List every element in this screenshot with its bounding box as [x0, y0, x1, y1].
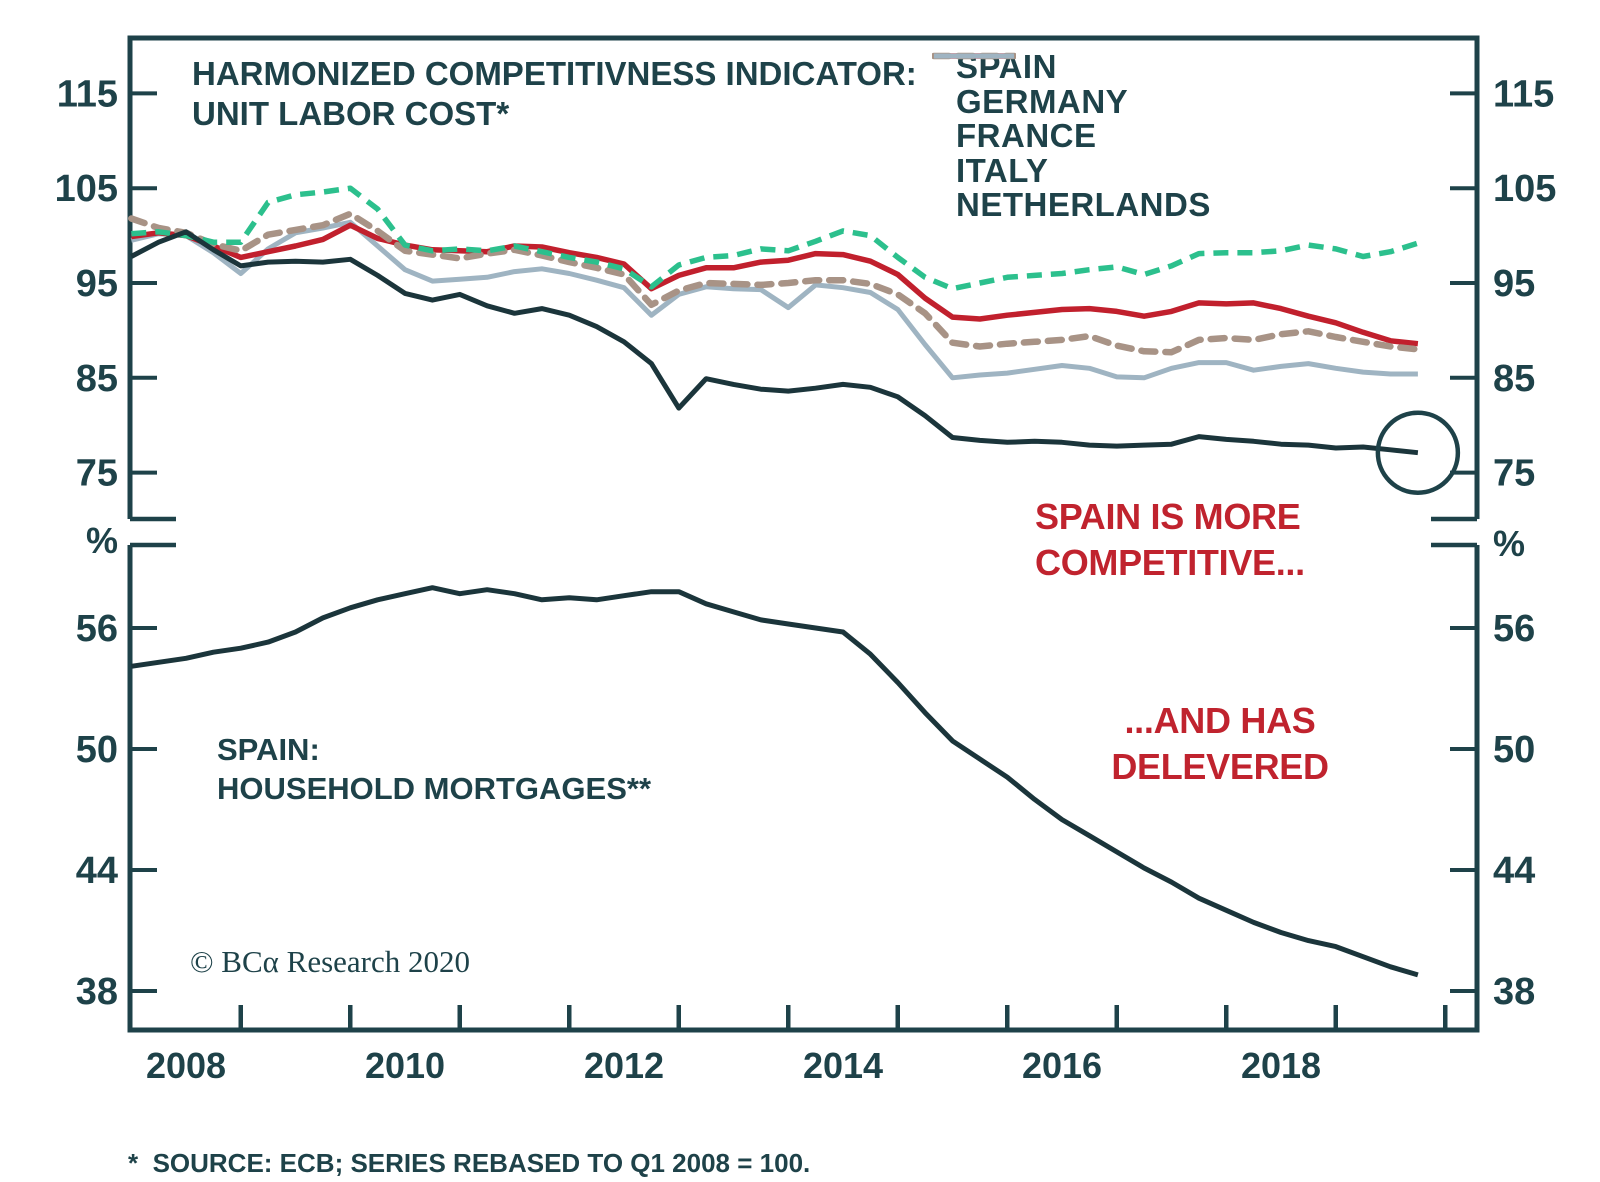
y-tick-label-left: 56: [76, 608, 118, 650]
annotation-delevered-line1: ...AND HAS: [1124, 700, 1316, 741]
x-tick-label: 2010: [365, 1045, 445, 1086]
y-tick-label-left: 44: [76, 850, 118, 892]
y-tick-label-right: 75: [1493, 453, 1535, 495]
legend-item-germany: GERMANY: [932, 53, 1211, 120]
legend-swatch-netherlands: [934, 53, 1014, 59]
y-tick-label-left: 38: [76, 971, 118, 1013]
y-tick-label-right: 38: [1493, 971, 1535, 1013]
annotation-delevered: ...AND HAS DELEVERED: [1070, 698, 1370, 790]
legend-item-france: FRANCE: [932, 53, 1211, 155]
y-tick-label-right: 95: [1493, 263, 1535, 305]
y-tick-label-right: 85: [1493, 358, 1535, 400]
y-tick-label-right: 50: [1493, 729, 1535, 771]
series-line-spain-top: [130, 229, 1419, 456]
y-tick-label-left: 105: [55, 168, 118, 210]
annotation-delevered-line2: DELEVERED: [1111, 746, 1329, 787]
x-tick-label: 2012: [584, 1045, 664, 1086]
x-tick-label: 2008: [146, 1045, 226, 1086]
footnote-1: * SOURCE: ECB; SERIES REBASED TO Q1 2008…: [128, 1148, 811, 1178]
legend-item-netherlands: NETHERLANDS: [932, 53, 1211, 224]
y-tick-label-right: 105: [1493, 168, 1556, 210]
percent-label-left: %: [86, 520, 118, 561]
legend-label-netherlands: NETHERLANDS: [956, 186, 1211, 224]
annotation-competitive-line1: SPAIN IS MORE: [1035, 496, 1301, 537]
series-line-germany-top: [131, 185, 1419, 292]
series-line-netherlands-top: [130, 219, 1418, 381]
legend-label-germany: GERMANY: [956, 82, 1129, 120]
copyright: © BCα Research 2020: [190, 944, 470, 979]
y-tick-label-left: 50: [76, 729, 118, 771]
series-line-spain-household-mortgages-bottom: [130, 585, 1419, 978]
annotation-competitive: SPAIN IS MORE COMPETITIVE...: [1035, 494, 1305, 586]
y-tick-label-left: 85: [76, 358, 118, 400]
y-tick-label-right: 56: [1493, 608, 1535, 650]
x-tick-label: 2018: [1241, 1045, 1321, 1086]
chart-title-line1: HARMONIZED COMPETITIVNESS INDICATOR:: [192, 55, 917, 92]
bottom-chart-label: SPAIN: HOUSEHOLD MORTGAGES**: [217, 730, 651, 808]
y-tick-label-right: 44: [1493, 850, 1535, 892]
y-tick-label-left: 95: [76, 263, 118, 305]
series-line-italy-top: [128, 210, 1422, 356]
legend: SPAIN GERMANY FRANCE ITALY NETHERLANDS: [932, 48, 1211, 224]
endpoint-circle-annotation: [1375, 410, 1461, 495]
annotation-competitive-line2: COMPETITIVE...: [1035, 542, 1305, 583]
chart-title-line2: UNIT LABOR COST*: [192, 95, 510, 132]
series-line-france-top: [130, 222, 1419, 347]
legend-label-france: FRANCE: [956, 117, 1097, 155]
bottom-chart-label-line2: HOUSEHOLD MORTGAGES**: [217, 771, 652, 806]
y-tick-label-left: 75: [76, 453, 118, 495]
legend-label-italy: ITALY: [956, 151, 1049, 189]
x-tick-label: 2014: [803, 1045, 883, 1086]
chart-title: HARMONIZED COMPETITIVNESS INDICATOR: UNI…: [192, 54, 917, 134]
legend-item-italy: ITALY: [932, 52, 1211, 189]
x-tick-label: 2016: [1022, 1045, 1102, 1086]
y-tick-label-right: 115: [1493, 73, 1554, 115]
bottom-chart-label-line1: SPAIN:: [217, 732, 320, 767]
footnotes: * SOURCE: ECB; SERIES REBASED TO Q1 2008…: [128, 1076, 810, 1182]
percent-label-right: %: [1493, 523, 1525, 564]
y-tick-label-left: 115: [57, 73, 118, 115]
